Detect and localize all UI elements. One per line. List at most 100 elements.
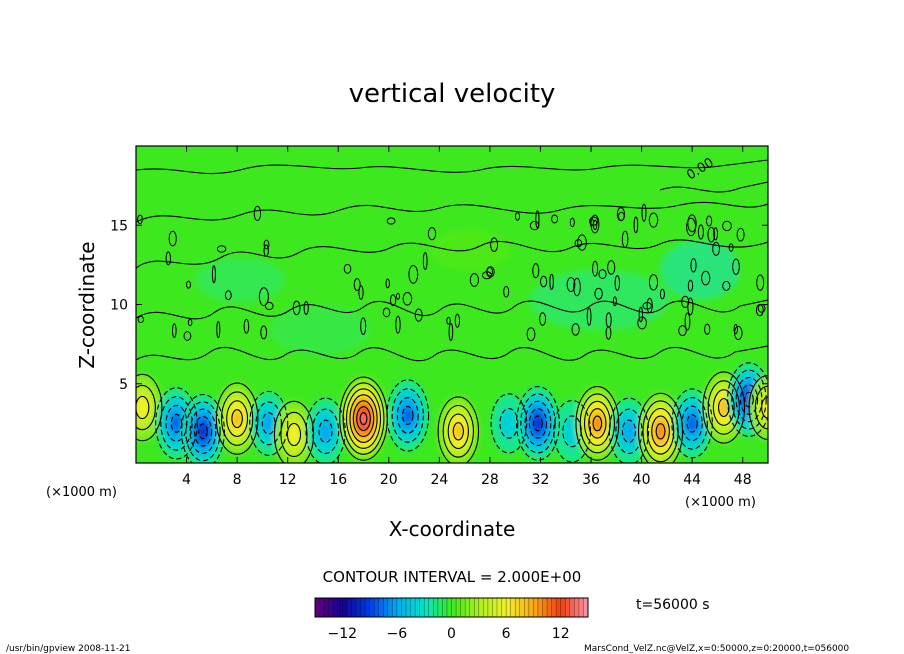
colorbar-bin-57 bbox=[574, 598, 580, 617]
velocity-cell-contour-18-0 bbox=[727, 362, 768, 437]
speckle-contour-12 bbox=[704, 323, 711, 335]
speckle-contour-81 bbox=[728, 243, 734, 252]
colorbar-bin-37 bbox=[483, 598, 489, 617]
speckle-contour-89 bbox=[566, 277, 576, 293]
speckle-contour-69 bbox=[408, 265, 419, 284]
velocity-cell-contour-18-2 bbox=[735, 376, 763, 423]
velocity-cell-contour-2-3 bbox=[193, 416, 213, 447]
colorbar-bin-13 bbox=[374, 598, 379, 617]
velocity-cell-fill-7-6 bbox=[360, 412, 367, 425]
speckle-contour-39 bbox=[690, 258, 697, 273]
speckle-contour-38 bbox=[687, 279, 694, 292]
x-unit-left: (×1000 m) bbox=[46, 485, 117, 500]
speckle-contour-0 bbox=[137, 214, 143, 225]
colorbar-bin-45 bbox=[519, 598, 525, 617]
speckle-contour-55 bbox=[263, 244, 269, 257]
speckle-contour-57 bbox=[385, 278, 390, 289]
speckle-contour-34 bbox=[448, 323, 454, 341]
colorbar-bin-19 bbox=[401, 598, 407, 617]
y-tick-label-5: 5 bbox=[119, 377, 128, 393]
speckle-contour-79 bbox=[137, 315, 145, 324]
velocity-cell-contour-15-0 bbox=[638, 392, 684, 463]
colorbar-bin-6 bbox=[342, 598, 348, 617]
y-tick-label-15: 15 bbox=[110, 218, 128, 234]
speckle-contour-49 bbox=[549, 273, 554, 290]
speckle-contour-67 bbox=[490, 237, 499, 252]
velocity-cell-contour-10-1 bbox=[499, 408, 519, 439]
speckle-contour-29 bbox=[211, 265, 216, 284]
velocity-cell-contour-17-0 bbox=[702, 371, 746, 444]
colorbar-bin-41 bbox=[501, 598, 507, 617]
speckle-contour-100 bbox=[573, 277, 581, 297]
speckle-contour-19 bbox=[503, 285, 510, 298]
colorbar-tick-12: 12 bbox=[552, 626, 570, 642]
speckle-contour-4 bbox=[571, 323, 580, 336]
colorbar-bin-12 bbox=[369, 598, 375, 617]
speckle-contour-31 bbox=[253, 205, 262, 221]
velocity-cell-contour-11-3 bbox=[528, 408, 548, 439]
velocity-cell-contour-16-1 bbox=[676, 397, 708, 450]
velocity-cell-fill-17-3 bbox=[718, 398, 729, 417]
speckle-contour-72 bbox=[264, 301, 274, 311]
time-label: t=56000 s bbox=[636, 597, 710, 613]
speckle-contour-104 bbox=[446, 316, 451, 325]
colorbar-bin-44 bbox=[515, 598, 521, 617]
speckle-contour-108 bbox=[386, 217, 396, 225]
colorbar-bin-17 bbox=[392, 598, 398, 617]
speckle-contour-33 bbox=[168, 230, 177, 247]
colorbar-bin-31 bbox=[456, 598, 461, 617]
velocity-cell-contour-17-2 bbox=[712, 389, 735, 426]
colorbar-bin-52 bbox=[551, 598, 557, 617]
speckle-contour-3 bbox=[646, 297, 653, 314]
speckle-contour-22 bbox=[757, 303, 766, 313]
upper-patches bbox=[195, 230, 740, 355]
speckle-contour-13 bbox=[551, 214, 559, 224]
speckle-contour-76 bbox=[382, 307, 391, 318]
colorbar-bin-55 bbox=[565, 598, 571, 617]
speckle-contour-70 bbox=[360, 317, 367, 336]
speckle-contour-96 bbox=[260, 325, 268, 340]
colorbar-bin-43 bbox=[510, 598, 516, 617]
colorbar-bin-34 bbox=[469, 598, 475, 617]
velocity-cell-contour-0-1 bbox=[136, 384, 156, 431]
speckle-contour-15 bbox=[343, 263, 352, 274]
colorbar-bin-1 bbox=[319, 598, 325, 617]
speckle-contour-2 bbox=[607, 260, 616, 275]
speckle-contour-45 bbox=[414, 308, 423, 322]
velocity-cell-fill-1-3 bbox=[171, 414, 182, 433]
velocity-cell-contour-6-1 bbox=[311, 408, 340, 454]
speckle-contour-61 bbox=[482, 271, 492, 280]
speckle-contour-107 bbox=[678, 325, 687, 337]
speckle-contour-42 bbox=[529, 220, 540, 231]
velocity-cell-contour-18-1 bbox=[731, 369, 767, 430]
colorbar-bin-14 bbox=[378, 598, 384, 617]
colorbar-bin-28 bbox=[442, 598, 448, 617]
colorbar-bin-39 bbox=[492, 598, 498, 617]
velocity-cell-contour-15-4 bbox=[655, 423, 666, 440]
x-tick-label-44: 44 bbox=[683, 472, 701, 488]
x-tick-label-28: 28 bbox=[481, 472, 499, 488]
velocity-cell-fill-6-2 bbox=[319, 420, 333, 443]
x-tick-label-48: 48 bbox=[734, 472, 752, 488]
velocity-cell-contour-9-3 bbox=[452, 422, 464, 441]
speckle-contour-54 bbox=[514, 212, 521, 221]
footer-right: MarsCond_VelZ.nc@VelZ,x=0:50000,z=0:2000… bbox=[584, 644, 849, 654]
velocity-cell-contour-11-4 bbox=[533, 415, 543, 432]
speckle-contour-30 bbox=[535, 210, 540, 229]
colorbar-bin-33 bbox=[465, 598, 470, 617]
colorbar-bin-9 bbox=[355, 598, 361, 617]
x-tick-label-12: 12 bbox=[279, 472, 297, 488]
velocity-cell-contour-8-1 bbox=[391, 388, 424, 443]
velocity-cell-fill-9-3 bbox=[453, 422, 464, 440]
colorbar-tick-6: 6 bbox=[502, 626, 511, 642]
speckle-contour-5 bbox=[713, 227, 718, 241]
speckle-contour-91 bbox=[648, 274, 659, 291]
velocity-cell-contour-2-4 bbox=[198, 423, 208, 440]
colorbar-bin-54 bbox=[560, 598, 566, 617]
colorbar-bin-8 bbox=[351, 598, 357, 617]
velocity-cell-contour-3-3 bbox=[231, 409, 243, 429]
speckle-contour-8 bbox=[659, 288, 665, 300]
colorbar-bin-26 bbox=[433, 598, 439, 617]
velocity-cell-contour-5-1 bbox=[280, 411, 308, 458]
speckle-contour-41 bbox=[258, 287, 269, 307]
